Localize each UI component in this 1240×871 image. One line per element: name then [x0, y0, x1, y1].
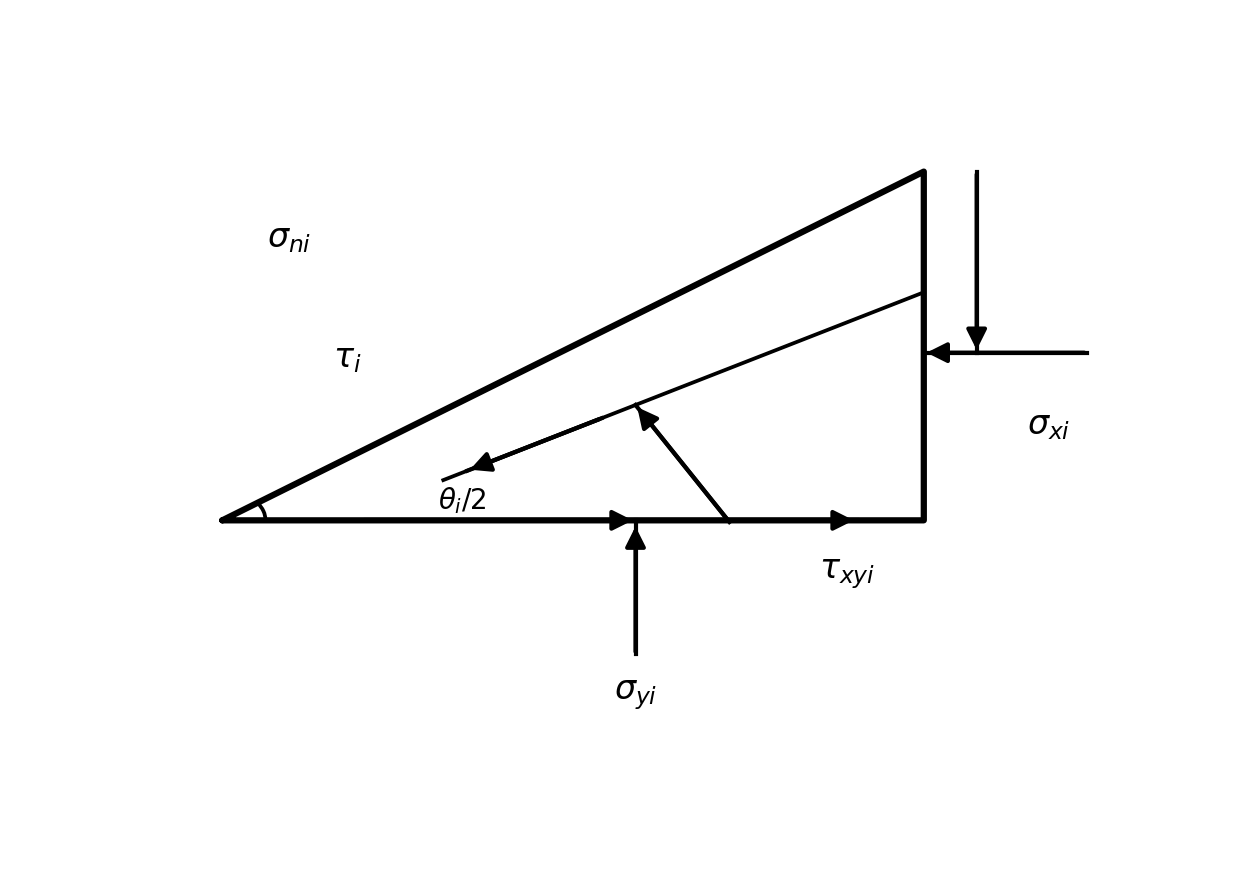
- Text: $\sigma_{yi}$: $\sigma_{yi}$: [614, 678, 657, 712]
- Text: $\sigma_{xi}$: $\sigma_{xi}$: [1027, 410, 1070, 442]
- Text: $\tau_{xyi}$: $\tau_{xyi}$: [818, 557, 875, 591]
- Text: $\sigma_{ni}$: $\sigma_{ni}$: [268, 223, 311, 254]
- Text: $\tau_i$: $\tau_i$: [334, 343, 361, 375]
- Text: $\theta_i/2$: $\theta_i/2$: [438, 485, 487, 516]
